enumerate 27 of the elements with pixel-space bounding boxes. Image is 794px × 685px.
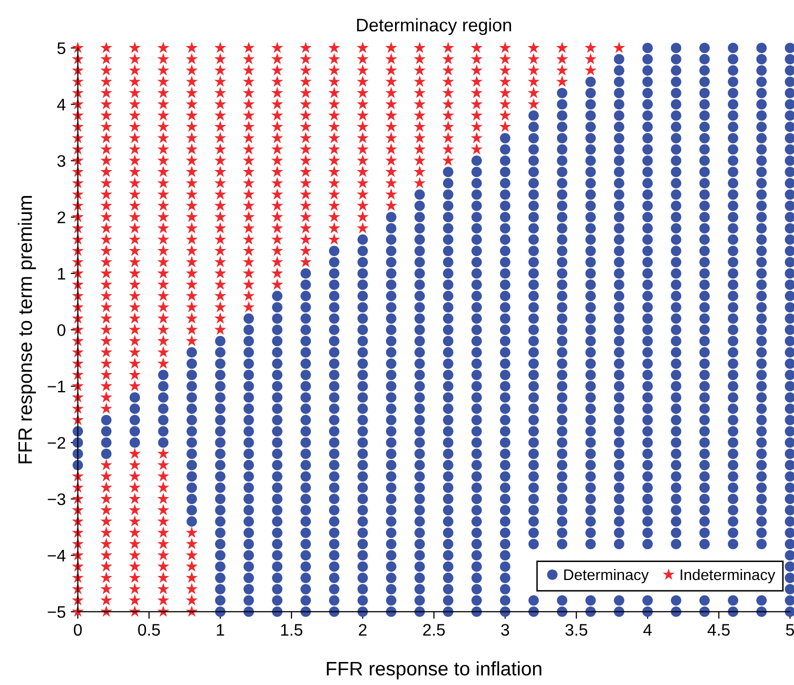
x-tick-label: 1 — [216, 624, 224, 636]
x-tick-label: 0.5 — [138, 624, 160, 636]
x-tick-label: 4 — [643, 624, 652, 636]
x-tick-label: 5 — [786, 624, 794, 636]
y-tick-label: 2 — [58, 211, 66, 224]
chart-title: Determinacy region — [357, 18, 512, 36]
x-tick-label: 3.5 — [565, 624, 588, 636]
legend-label: Determinacy — [564, 568, 649, 584]
y-tick-label: −3 — [48, 493, 66, 506]
y-tick-label: 3 — [57, 155, 66, 167]
y-tick-label: 4 — [57, 98, 66, 110]
y-tick-label: −5 — [48, 606, 66, 618]
x-tick-label: 2 — [358, 624, 366, 636]
y-tick-label: 5 — [57, 42, 66, 54]
y-tick-label: −1 — [48, 380, 66, 392]
y-tick-label: −2 — [48, 436, 66, 449]
y-tick-label: 0 — [57, 324, 66, 336]
x-tick-label: 4.5 — [708, 624, 730, 636]
y-axis-title: FFR response to term premium — [18, 196, 36, 464]
legend-label: Indeterminacy — [680, 568, 776, 584]
x-tick-label: 2.5 — [423, 624, 445, 636]
x-tick-label: 1.5 — [281, 624, 302, 636]
y-tick-label: −4 — [48, 550, 66, 562]
y-tick-label: 1 — [58, 268, 66, 280]
x-tick-label: 0 — [74, 624, 82, 636]
x-tick-label: 3 — [501, 624, 510, 636]
x-axis-title: FFR response to inflation — [326, 661, 542, 680]
